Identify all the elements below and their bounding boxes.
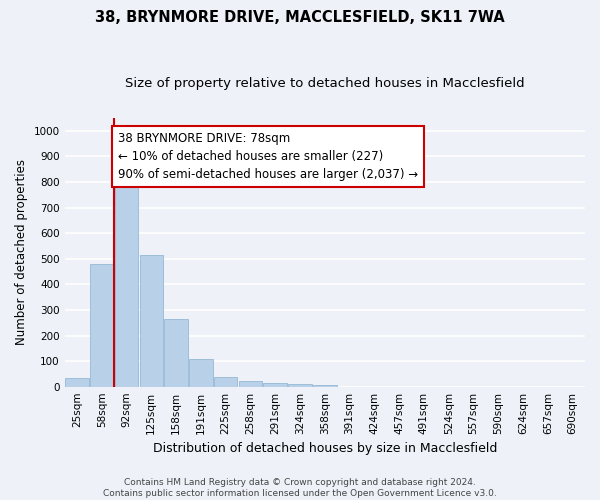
Y-axis label: Number of detached properties: Number of detached properties xyxy=(15,160,28,346)
Bar xyxy=(90,264,113,386)
Bar xyxy=(288,384,312,386)
Bar xyxy=(239,381,262,386)
Bar xyxy=(214,377,238,386)
Bar xyxy=(313,385,337,386)
Bar xyxy=(263,384,287,386)
Text: 38 BRYNMORE DRIVE: 78sqm
← 10% of detached houses are smaller (227)
90% of semi-: 38 BRYNMORE DRIVE: 78sqm ← 10% of detach… xyxy=(118,132,418,181)
Bar xyxy=(65,378,89,386)
Title: Size of property relative to detached houses in Macclesfield: Size of property relative to detached ho… xyxy=(125,78,524,90)
Bar xyxy=(140,255,163,386)
X-axis label: Distribution of detached houses by size in Macclesfield: Distribution of detached houses by size … xyxy=(152,442,497,455)
Bar xyxy=(164,319,188,386)
Text: 38, BRYNMORE DRIVE, MACCLESFIELD, SK11 7WA: 38, BRYNMORE DRIVE, MACCLESFIELD, SK11 7… xyxy=(95,10,505,25)
Text: Contains HM Land Registry data © Crown copyright and database right 2024.
Contai: Contains HM Land Registry data © Crown c… xyxy=(103,478,497,498)
Bar xyxy=(189,358,212,386)
Bar xyxy=(115,177,138,386)
